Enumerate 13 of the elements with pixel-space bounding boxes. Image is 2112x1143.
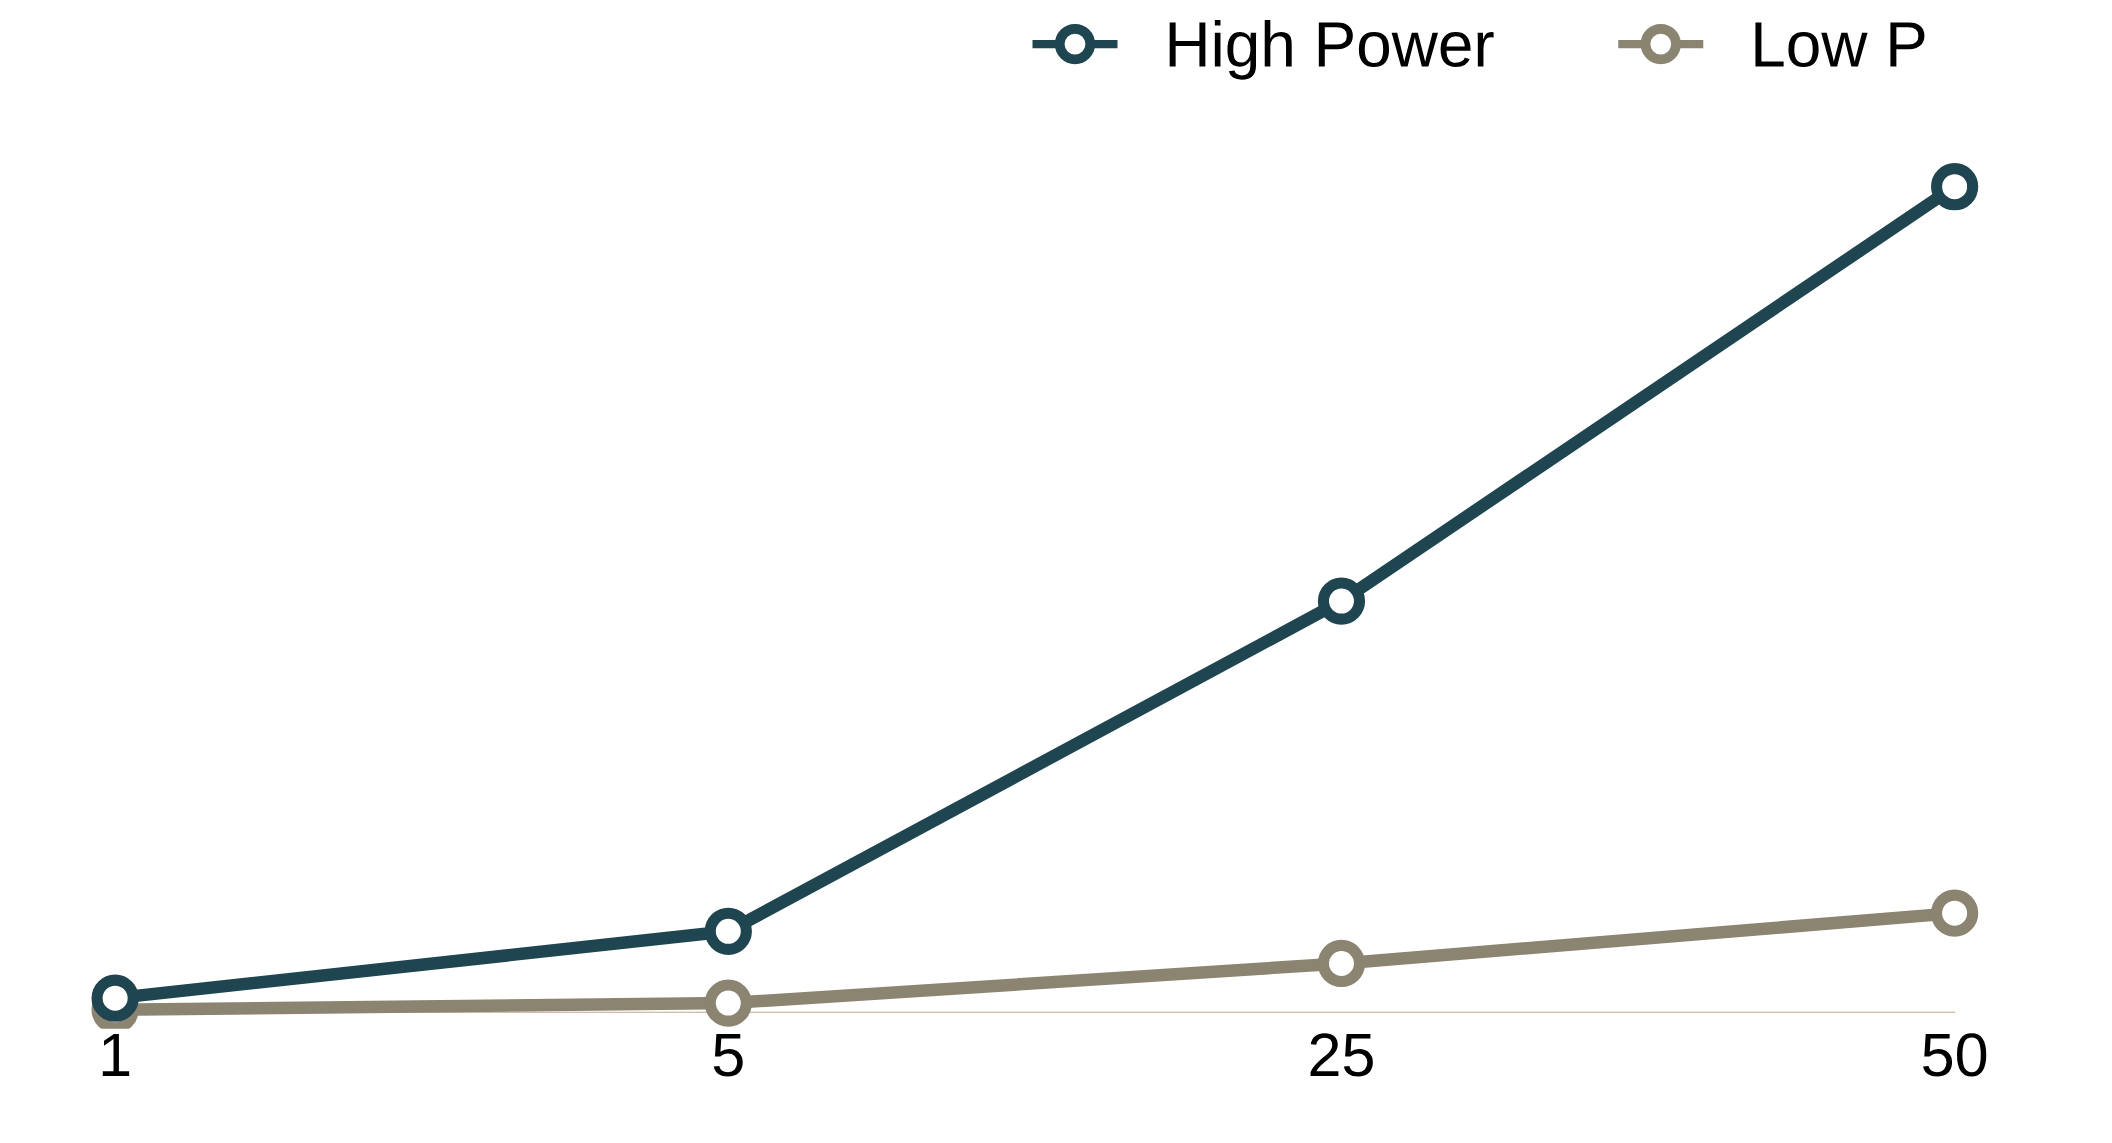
point [704,979,752,1027]
point [704,907,752,955]
point [1317,577,1366,625]
legend-label: Low P [1755,22,1925,68]
x-tick-label: 25 [1310,1033,1373,1077]
x-tick-label: 5 [713,1033,743,1077]
x-tick-label: 50 [1923,1033,1987,1077]
point [1931,889,1979,937]
point [1931,163,1979,211]
point [91,974,139,1022]
legend-label: High Power [1169,20,1494,80]
x-tick-label: 1 [102,1033,130,1076]
point [1317,939,1366,988]
